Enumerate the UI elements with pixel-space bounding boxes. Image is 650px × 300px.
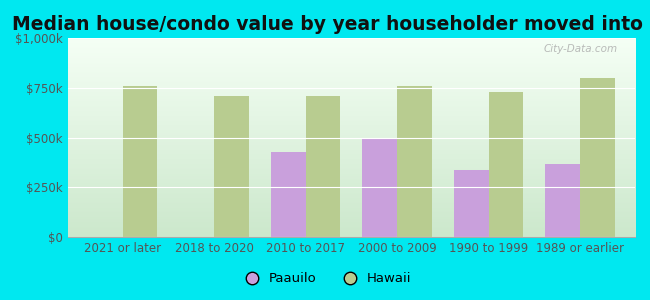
Title: Median house/condo value by year householder moved into unit: Median house/condo value by year househo… [12,15,650,34]
Bar [545,164,580,237]
Bar [122,86,157,237]
Bar [580,78,615,237]
Bar [489,92,523,237]
Bar [214,96,249,237]
Legend: Paauilo, Hawaii: Paauilo, Hawaii [233,267,417,290]
Bar [397,86,432,237]
Bar [362,138,397,237]
Bar [271,152,306,237]
Bar [306,96,341,237]
Bar [454,169,489,237]
Text: City-Data.com: City-Data.com [544,44,618,54]
